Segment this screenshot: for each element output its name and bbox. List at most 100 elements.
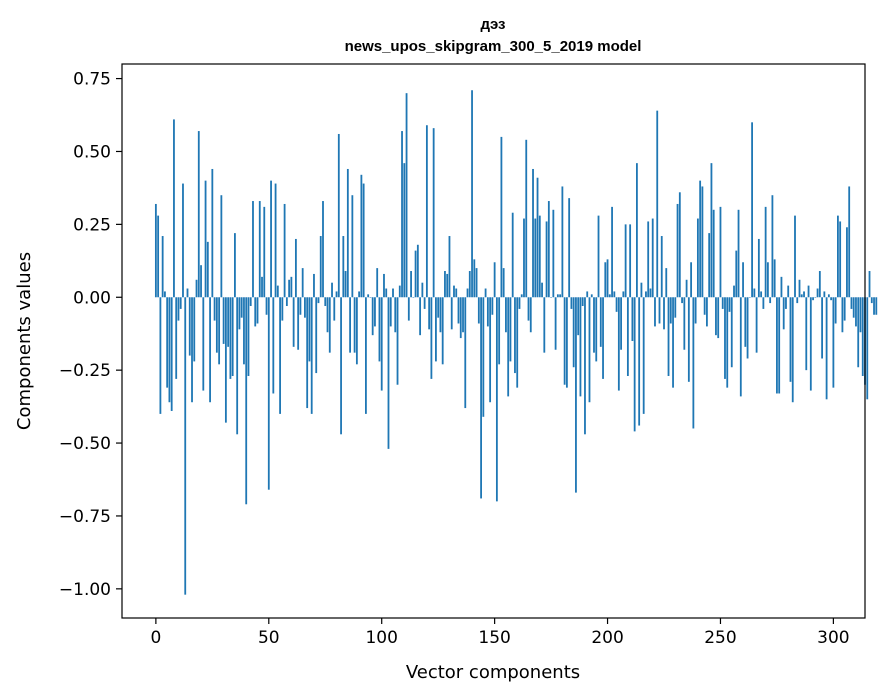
bar bbox=[547, 201, 550, 298]
y-axis-ticks: 0.75 0.50 0.25 0.00 −0.25 −0.50 −0.75 −1.00 bbox=[59, 70, 122, 600]
bar bbox=[579, 297, 582, 397]
bar bbox=[211, 168, 214, 298]
bar bbox=[159, 297, 162, 414]
bar bbox=[796, 297, 799, 304]
bar bbox=[604, 262, 607, 298]
bar bbox=[324, 297, 327, 307]
bar bbox=[340, 297, 342, 435]
bar bbox=[572, 297, 575, 368]
bar bbox=[349, 297, 351, 353]
bar bbox=[288, 279, 291, 298]
bar bbox=[570, 297, 573, 309]
bar bbox=[240, 297, 243, 318]
bar bbox=[715, 297, 717, 336]
bar bbox=[717, 297, 720, 339]
chart-title-line-2: news_upos_skipgram_300_5_2019 model bbox=[345, 38, 642, 55]
bar bbox=[823, 291, 826, 298]
bar bbox=[814, 297, 817, 298]
bar bbox=[633, 297, 636, 432]
bar bbox=[179, 297, 182, 309]
bar bbox=[834, 297, 837, 324]
bar bbox=[608, 294, 611, 298]
bar bbox=[272, 297, 275, 394]
bar bbox=[380, 297, 383, 391]
bar bbox=[383, 273, 385, 298]
bar bbox=[270, 180, 272, 298]
bar bbox=[274, 183, 277, 298]
bar bbox=[606, 259, 609, 298]
bar bbox=[841, 297, 844, 333]
bar bbox=[706, 297, 708, 327]
bar bbox=[805, 297, 808, 371]
bar bbox=[193, 297, 196, 362]
bar bbox=[809, 297, 812, 391]
bar bbox=[651, 218, 654, 298]
bar bbox=[355, 297, 358, 365]
bar bbox=[410, 271, 412, 298]
bar bbox=[538, 215, 541, 298]
y-tick-label: −1.00 bbox=[59, 580, 111, 600]
bar bbox=[769, 297, 772, 304]
x-tick-label: 50 bbox=[258, 628, 280, 648]
bar bbox=[351, 195, 354, 298]
bar bbox=[577, 297, 580, 336]
bar bbox=[766, 262, 769, 298]
x-tick-label: 300 bbox=[817, 628, 849, 648]
bar bbox=[184, 297, 187, 595]
bar bbox=[721, 297, 724, 309]
bar bbox=[444, 271, 446, 298]
bar bbox=[742, 262, 744, 298]
bar bbox=[669, 297, 672, 324]
bar bbox=[859, 297, 862, 333]
bar bbox=[645, 291, 647, 298]
bar bbox=[830, 297, 833, 301]
x-axis-ticks: 0 50 100 150 200 250 300 bbox=[150, 618, 850, 648]
bar bbox=[687, 297, 690, 382]
bar bbox=[520, 294, 523, 298]
bar bbox=[737, 209, 740, 298]
bar bbox=[256, 297, 259, 324]
bar bbox=[827, 294, 830, 298]
bar bbox=[489, 297, 492, 403]
bar bbox=[575, 297, 577, 493]
bar bbox=[868, 271, 871, 298]
bar bbox=[611, 206, 613, 298]
bar bbox=[480, 297, 482, 499]
bar bbox=[495, 297, 498, 502]
plot-frame bbox=[121, 63, 866, 619]
bar bbox=[389, 297, 392, 327]
bar bbox=[719, 206, 722, 298]
bar bbox=[647, 221, 650, 298]
bar bbox=[712, 209, 715, 298]
x-tick-label: 250 bbox=[704, 628, 736, 648]
bar bbox=[200, 265, 202, 298]
bar bbox=[202, 297, 205, 391]
bar bbox=[543, 297, 546, 353]
bar bbox=[353, 297, 356, 353]
bar bbox=[565, 297, 568, 388]
bar bbox=[362, 183, 365, 298]
y-tick-label: −0.25 bbox=[59, 361, 111, 381]
bar bbox=[276, 285, 279, 298]
bar bbox=[803, 291, 805, 298]
bar bbox=[667, 297, 670, 376]
bar bbox=[588, 297, 591, 403]
bar bbox=[206, 241, 209, 298]
bar bbox=[728, 297, 731, 312]
bar bbox=[516, 297, 519, 388]
bar bbox=[624, 224, 627, 298]
bar bbox=[157, 215, 160, 298]
x-axis-label: Vector components bbox=[406, 662, 580, 683]
y-axis-label: Components values bbox=[14, 252, 35, 430]
bar bbox=[602, 297, 604, 379]
y-tick-label: 0.75 bbox=[73, 70, 111, 90]
bar bbox=[681, 297, 683, 304]
bar bbox=[527, 297, 530, 321]
bar bbox=[448, 236, 451, 298]
y-tick-label: −0.75 bbox=[59, 507, 111, 527]
bar bbox=[283, 203, 286, 298]
bar bbox=[536, 177, 539, 298]
bar bbox=[459, 297, 462, 339]
bar bbox=[724, 297, 726, 379]
